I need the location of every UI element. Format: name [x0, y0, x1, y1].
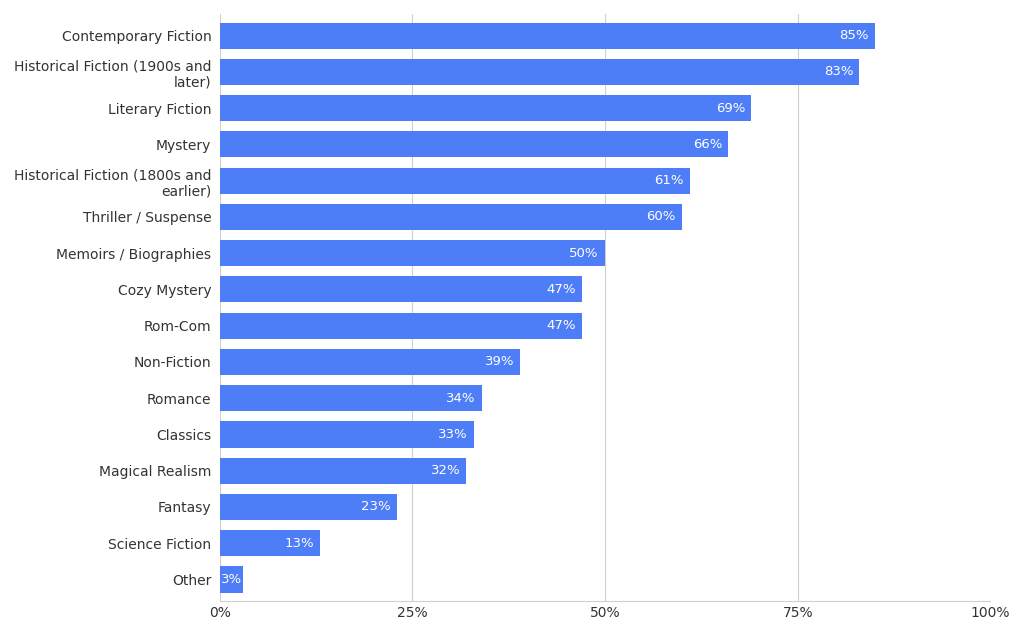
Bar	[220, 240, 605, 266]
Bar	[220, 566, 243, 593]
Text: 61%: 61%	[654, 174, 684, 187]
Bar	[220, 530, 319, 556]
Text: 23%: 23%	[361, 500, 391, 514]
Text: 50%: 50%	[569, 247, 599, 260]
Text: 13%: 13%	[284, 537, 313, 550]
Bar	[220, 131, 728, 157]
Bar	[220, 494, 397, 520]
Bar	[220, 458, 466, 484]
Text: 3%: 3%	[221, 573, 242, 586]
Bar	[220, 95, 752, 121]
Text: 33%: 33%	[438, 428, 468, 441]
Text: 69%: 69%	[716, 101, 745, 115]
Bar	[220, 313, 582, 339]
Text: 34%: 34%	[446, 392, 475, 404]
Bar	[220, 385, 481, 411]
Text: 83%: 83%	[823, 65, 853, 79]
Bar	[220, 204, 682, 230]
Text: 47%: 47%	[546, 319, 575, 332]
Bar	[220, 276, 582, 302]
Text: 39%: 39%	[484, 356, 514, 368]
Bar	[220, 167, 690, 194]
Text: 47%: 47%	[546, 283, 575, 296]
Text: 85%: 85%	[839, 29, 868, 42]
Bar	[220, 59, 859, 85]
Bar	[220, 422, 474, 448]
Text: 60%: 60%	[646, 210, 676, 223]
Text: 32%: 32%	[430, 464, 460, 477]
Bar	[220, 349, 520, 375]
Bar	[220, 23, 874, 49]
Text: 66%: 66%	[693, 138, 722, 151]
